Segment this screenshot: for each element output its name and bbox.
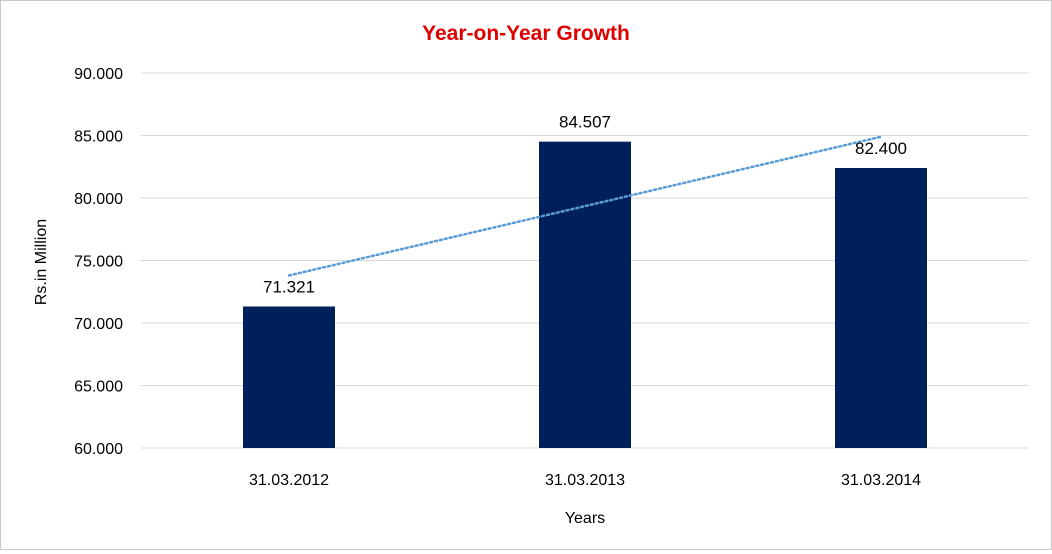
data-label: 82.400 [855, 139, 907, 158]
x-tick-label: 31.03.2014 [841, 472, 921, 489]
data-label: 71.321 [263, 277, 315, 296]
bar [835, 168, 927, 448]
y-tick-label: 85.000 [74, 129, 123, 146]
bars [243, 141, 927, 448]
data-labels: 71.321 84.507 82.400 [263, 113, 907, 297]
y-tick-label: 60.000 [74, 441, 123, 458]
y-axis-ticks: 60.000 65.000 70.000 75.000 80.000 85.000 90.0… [74, 66, 123, 458]
y-tick-label: 80.000 [74, 191, 123, 208]
x-tick-label: 31.03.2013 [545, 472, 625, 489]
x-tick-label: 31.03.2012 [249, 472, 329, 489]
y-axis-title: Rs.in Million [33, 219, 50, 305]
data-label: 84.507 [559, 113, 611, 132]
y-tick-label: 90.000 [74, 66, 123, 83]
trendline-layer [287, 135, 883, 277]
chart-title: Year-on-Year Growth [422, 22, 630, 45]
bar [243, 306, 335, 448]
bar [539, 141, 631, 448]
y-tick-label: 75.000 [74, 254, 123, 271]
y-tick-label: 70.000 [74, 316, 123, 333]
y-tick-label: 65.000 [74, 379, 123, 396]
x-axis-ticks: 31.03.2012 31.03.2013 31.03.2014 [249, 472, 921, 489]
trendline [287, 135, 883, 277]
x-axis-title: Years [565, 510, 605, 527]
